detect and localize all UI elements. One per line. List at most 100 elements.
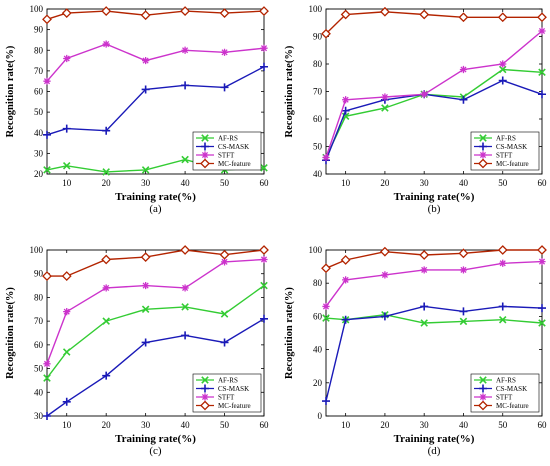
data-point-af-rs <box>538 68 546 77</box>
y-tick-label: 70 <box>34 316 44 326</box>
y-axis-label: Recognition rate(%) <box>284 45 295 137</box>
data-point-cs-mask <box>102 126 111 135</box>
series-cs-mask <box>43 62 268 139</box>
series-stft <box>322 258 546 311</box>
data-point-mc-feature <box>180 245 191 255</box>
legend-marker-stft-core <box>203 395 207 399</box>
data-point-mc-feature <box>61 8 72 19</box>
x-axis-label: Training rate(%) <box>394 191 475 203</box>
data-point-mc-feature <box>537 245 547 255</box>
data-point-stft-core <box>104 286 108 290</box>
y-tick-label: 60 <box>34 87 44 97</box>
panel-caption: (c) <box>149 445 162 457</box>
data-point-stft-core <box>65 310 69 314</box>
data-point-stft-core <box>422 268 426 272</box>
x-tick-label: 60 <box>538 420 548 430</box>
legend-label: MC-feature <box>496 160 529 168</box>
data-point-af-rs <box>260 164 268 172</box>
series-mc-feature <box>42 6 269 25</box>
data-point-cs-mask <box>220 83 229 92</box>
data-point-mc-feature <box>42 271 52 282</box>
legend-marker-af-rs <box>479 376 487 384</box>
y-tick-label: 100 <box>309 245 323 255</box>
data-point-mc-feature <box>379 6 390 17</box>
data-point-mc-feature <box>101 6 112 16</box>
data-point-mc-feature <box>101 254 112 265</box>
data-point-stft-core <box>183 286 187 290</box>
data-point-cs-mask <box>341 315 350 324</box>
y-tick-label: 90 <box>34 269 44 279</box>
legend-marker-stft-core <box>481 153 485 157</box>
data-point-mc-feature <box>321 28 331 39</box>
data-point-mc-feature <box>537 12 547 23</box>
data-point-af-rs <box>459 317 468 326</box>
data-point-af-rs <box>141 305 150 314</box>
data-point-mc-feature <box>180 6 191 16</box>
series-mc-feature <box>42 245 269 282</box>
series-mc-feature <box>321 6 547 39</box>
data-point-af-rs <box>381 104 389 112</box>
data-point-cs-mask <box>260 62 268 71</box>
data-point-mc-feature <box>42 14 52 25</box>
x-tick-label: 50 <box>220 178 230 188</box>
legend-label: CS-MASK <box>496 385 527 393</box>
x-tick-label: 60 <box>260 420 270 430</box>
legend-label: MC-feature <box>496 402 529 410</box>
legend-marker-af-rs <box>479 134 487 142</box>
data-point-mc-feature <box>321 263 331 274</box>
legend-marker-cs-mask <box>479 142 487 151</box>
legend-label: STFT <box>218 394 235 402</box>
y-tick-label: 30 <box>34 411 44 421</box>
y-tick-label: 50 <box>313 142 323 152</box>
legend-marker-cs-mask <box>201 384 209 393</box>
data-point-cs-mask <box>141 85 150 94</box>
legend-label: STFT <box>218 152 235 160</box>
legend-marker-mc-feature <box>478 400 488 411</box>
data-point-mc-feature <box>497 12 508 23</box>
y-tick-label: 90 <box>34 25 44 35</box>
x-tick-label: 50 <box>498 420 508 430</box>
legend-label: MC-feature <box>218 402 251 410</box>
x-tick-label: 40 <box>459 420 469 430</box>
data-point-stft-core <box>45 362 49 366</box>
y-tick-label: 20 <box>313 378 323 388</box>
data-point-cs-mask <box>62 124 71 133</box>
x-tick-label: 10 <box>341 420 351 430</box>
data-point-mc-feature <box>458 248 469 259</box>
data-point-cs-mask <box>62 397 71 406</box>
y-tick-label: 70 <box>313 87 323 97</box>
y-tick-label: 50 <box>34 107 44 117</box>
data-point-cs-mask <box>322 397 330 406</box>
data-point-af-rs <box>141 166 150 174</box>
data-point-cs-mask <box>43 130 51 139</box>
y-tick-label: 40 <box>313 345 323 355</box>
data-point-cs-mask <box>459 307 468 316</box>
data-point-mc-feature <box>379 246 390 257</box>
data-point-af-rs <box>498 65 507 74</box>
data-point-cs-mask <box>380 312 389 321</box>
data-point-mc-feature <box>140 10 151 21</box>
data-point-cs-mask <box>181 81 190 90</box>
panel-caption: (d) <box>428 445 441 457</box>
data-point-cs-mask <box>181 331 190 340</box>
x-tick-label: 10 <box>62 178 72 188</box>
y-axis-label: Recognition rate(%) <box>284 287 295 379</box>
x-tick-label: 50 <box>498 178 508 188</box>
data-point-stft-core <box>344 278 348 282</box>
data-point-mc-feature <box>61 271 72 282</box>
legend-marker-cs-mask <box>479 384 487 393</box>
data-point-stft-core <box>422 92 426 96</box>
x-tick-label: 20 <box>380 420 390 430</box>
x-tick-label: 40 <box>181 420 191 430</box>
legend-label: MC-feature <box>218 160 251 168</box>
data-point-cs-mask <box>538 304 546 313</box>
y-axis-label: Recognition rate(%) <box>5 287 16 379</box>
data-point-af-rs <box>102 168 110 176</box>
legend-marker-mc-feature <box>200 400 210 411</box>
data-point-af-rs <box>43 374 51 382</box>
y-tick-label: 40 <box>34 387 44 397</box>
data-point-af-rs <box>62 348 71 356</box>
y-tick-label: 100 <box>309 4 323 14</box>
